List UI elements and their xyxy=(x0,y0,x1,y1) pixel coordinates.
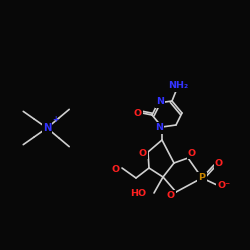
Text: O⁻: O⁻ xyxy=(218,182,230,190)
Text: P: P xyxy=(198,174,205,182)
Text: O: O xyxy=(139,148,147,158)
Text: O: O xyxy=(215,158,223,168)
Text: O: O xyxy=(112,164,120,173)
Text: O: O xyxy=(167,192,175,200)
Text: +: + xyxy=(52,115,58,124)
Text: O: O xyxy=(134,108,142,118)
Text: N: N xyxy=(155,124,163,132)
Text: O: O xyxy=(188,148,196,158)
Text: N: N xyxy=(156,98,164,106)
Text: HO: HO xyxy=(130,188,146,198)
Text: NH₂: NH₂ xyxy=(168,82,188,90)
Text: N: N xyxy=(43,123,51,133)
